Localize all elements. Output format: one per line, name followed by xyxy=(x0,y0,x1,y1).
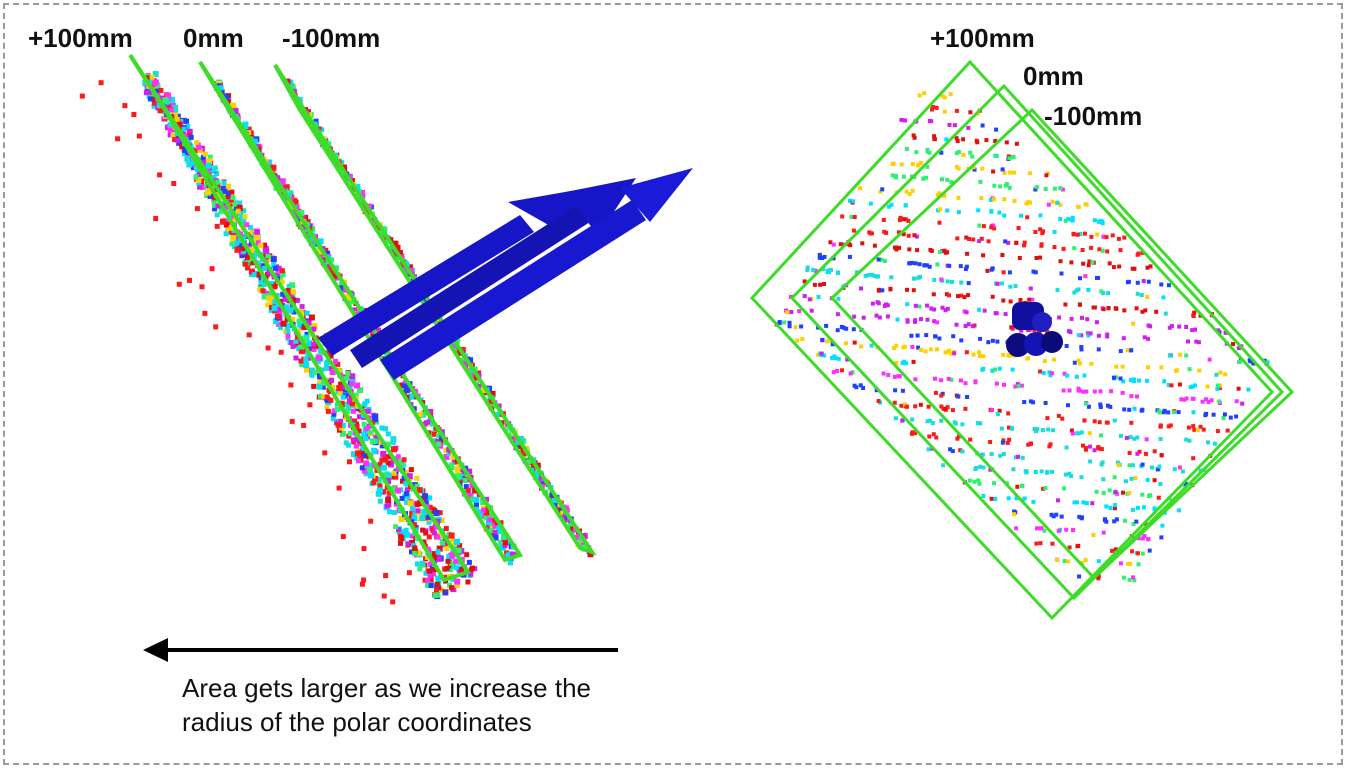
plane-outline-minus100 xyxy=(273,63,597,556)
left-arrow-head-icon xyxy=(143,638,168,662)
right-plane-outlines xyxy=(749,59,1295,621)
center-cylinders-icon xyxy=(1006,302,1063,357)
note-line-2: radius of the polar coordinates xyxy=(182,707,532,737)
plane-outline-0 xyxy=(198,60,524,563)
arrow-shaft-3 xyxy=(380,168,693,380)
plane-outline-plus100 xyxy=(128,53,472,583)
direction-arrows xyxy=(318,168,693,380)
arrow-shaft-2 xyxy=(350,178,636,368)
arrow-head-2 xyxy=(566,178,636,236)
figure-frame xyxy=(3,3,1343,765)
right-plane-labels: +100mm 0mm -100mm xyxy=(930,23,1142,131)
note-line-1: Area gets larger as we increase the xyxy=(182,673,591,703)
left-label-0mm: 0mm xyxy=(183,23,244,53)
right-label-plus100: +100mm xyxy=(930,23,1035,53)
left-label-plus100: +100mm xyxy=(28,23,133,53)
arrow-head-3 xyxy=(620,168,693,222)
right-label-minus100: -100mm xyxy=(1044,101,1142,131)
right-view: +100mm 0mm -100mm xyxy=(749,23,1295,621)
right-label-0mm: 0mm xyxy=(1023,61,1084,91)
diamond-outline-plus100 xyxy=(749,59,1275,621)
diamond-outline-0 xyxy=(789,83,1285,601)
left-plane-outlines xyxy=(128,53,597,583)
diamond-outline-minus100 xyxy=(829,107,1295,581)
left-plane-labels: +100mm 0mm -100mm xyxy=(28,23,380,53)
area-note: Area gets larger as we increase the radi… xyxy=(143,638,618,737)
left-view: +100mm 0mm -100mm Area gets larger as we… xyxy=(28,23,693,737)
left-label-minus100: -100mm xyxy=(282,23,380,53)
